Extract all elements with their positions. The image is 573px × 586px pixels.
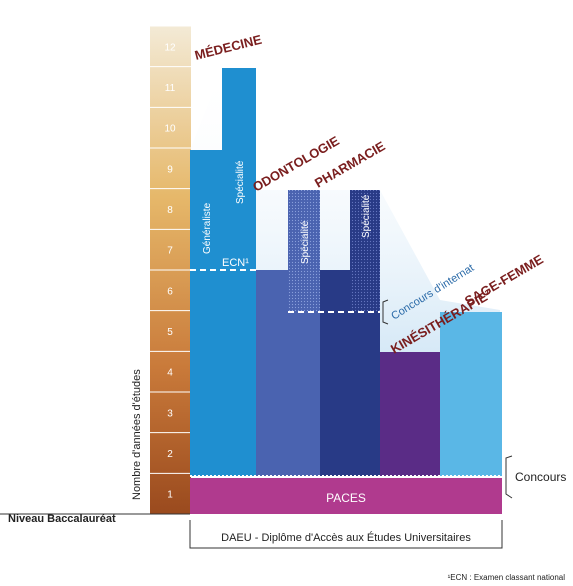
- odontologie-bar: [256, 270, 288, 476]
- footnote: ¹ECN : Examen classant national: [448, 573, 566, 582]
- scale-level: 1: [167, 490, 173, 501]
- concours-label: Concours: [515, 470, 566, 484]
- medecine-generaliste-bar: [190, 150, 222, 476]
- daeu-label: DAEU - Diplôme d'Accès aux Études Univer…: [221, 531, 471, 544]
- scale-level: 2: [167, 449, 173, 460]
- scale-level: 3: [167, 408, 173, 419]
- pharmacie-specialite-label: Spécialité: [361, 194, 372, 238]
- internat-bracket: [382, 299, 389, 325]
- pharmacie-base: [350, 312, 380, 476]
- scale-level: 5: [167, 327, 173, 338]
- concours-bracket: [505, 455, 513, 499]
- scale-level: 4: [167, 368, 173, 379]
- odontologie-base: [288, 312, 320, 476]
- scale-level: 7: [167, 246, 173, 257]
- medecine-specialite-label: Spécialité: [235, 160, 246, 204]
- scale-level: 11: [165, 83, 176, 94]
- medecine-specialite-bar: [222, 68, 256, 476]
- scale-level: 10: [164, 124, 176, 135]
- daeu-bracket: [189, 520, 503, 549]
- ecn-label: ECN¹: [222, 257, 249, 269]
- kinesitherapie-bar: [380, 352, 440, 476]
- paces-bar: [190, 478, 502, 514]
- medecine-title: MÉDECINE: [193, 32, 264, 63]
- paces-label: PACES: [326, 491, 366, 505]
- scale-level: 8: [167, 205, 173, 216]
- generaliste-label: Généraliste: [202, 202, 213, 254]
- axis-label: Nombre d'années d'études: [131, 369, 143, 500]
- sage-femme-bar: [440, 312, 502, 476]
- sage-femme-title: SAGE-FEMME: [462, 251, 546, 308]
- scale-level: 12: [164, 42, 176, 53]
- pharmacie-bar: [320, 270, 350, 476]
- odontologie-specialite-label: Spécialité: [300, 220, 311, 264]
- scale-level: 9: [167, 164, 173, 175]
- baseline-label: Niveau Baccalauréat: [8, 513, 116, 525]
- scale-level: 6: [167, 286, 173, 297]
